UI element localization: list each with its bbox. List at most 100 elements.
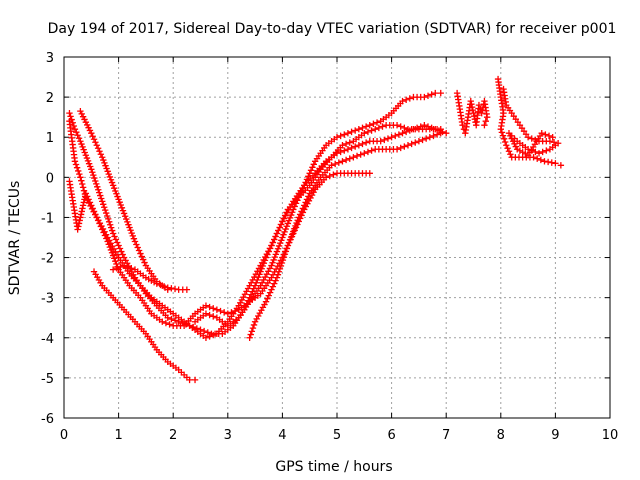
data-point	[299, 185, 307, 192]
data-point	[90, 136, 98, 143]
x-tick-label: 7	[442, 428, 450, 443]
data-point	[283, 223, 290, 230]
data-point	[281, 251, 289, 258]
data-point	[75, 220, 83, 227]
data-point	[373, 119, 381, 126]
data-point	[90, 208, 98, 215]
data-point	[322, 174, 330, 181]
data-point	[284, 242, 292, 249]
data-point	[109, 252, 117, 259]
data-point	[120, 262, 128, 269]
data-point	[426, 134, 434, 141]
data-point	[469, 106, 477, 114]
data-point	[357, 151, 364, 158]
data-point	[113, 190, 120, 197]
data-point	[107, 176, 115, 183]
data-point	[268, 242, 275, 249]
data-point	[129, 232, 136, 240]
data-point	[421, 93, 428, 101]
data-point	[168, 285, 175, 292]
y-tick-label: -5	[41, 372, 54, 387]
data-point	[285, 239, 293, 246]
data-point	[94, 145, 102, 152]
data-point	[419, 136, 426, 144]
data-point	[74, 167, 82, 175]
data-point	[375, 124, 383, 132]
y-tick-label: -4	[41, 332, 54, 347]
data-point	[78, 177, 85, 184]
data-point	[97, 192, 104, 199]
data-point	[135, 247, 143, 254]
y-tick-label: 0	[46, 171, 54, 186]
data-point	[335, 159, 343, 166]
data-point	[306, 170, 313, 177]
data-point	[293, 219, 300, 227]
data-point	[265, 292, 272, 299]
data-point	[274, 245, 282, 252]
data-point	[130, 235, 138, 242]
data-point	[377, 138, 384, 145]
data-point	[213, 306, 221, 313]
data-point	[272, 277, 279, 284]
data-point	[116, 245, 124, 252]
data-point	[93, 214, 100, 221]
x-tick-label: 1	[114, 428, 122, 443]
data-point	[89, 205, 96, 212]
data-point	[119, 207, 127, 214]
data-point	[402, 128, 410, 136]
data-point	[101, 206, 109, 214]
data-point	[112, 236, 120, 243]
data-point	[94, 183, 101, 191]
data-point	[101, 232, 109, 239]
data-point	[370, 120, 377, 128]
data-point	[217, 307, 224, 315]
data-point	[291, 225, 298, 232]
data-point	[278, 237, 285, 244]
data-point	[79, 184, 87, 191]
data-point	[119, 251, 126, 258]
data-point	[262, 298, 270, 305]
data-point	[91, 174, 98, 182]
data-point	[287, 211, 295, 219]
data-point	[204, 329, 211, 336]
data-point	[289, 231, 296, 238]
data-point	[432, 89, 439, 97]
data-point	[106, 243, 114, 251]
data-point	[401, 124, 408, 132]
data-point	[171, 285, 179, 293]
data-point	[303, 196, 311, 203]
data-point	[524, 134, 532, 141]
data-point	[276, 224, 283, 231]
data-point	[294, 197, 301, 204]
data-point	[302, 179, 309, 186]
data-point	[104, 238, 111, 245]
data-point	[286, 236, 294, 244]
data-point	[341, 147, 348, 154]
data-point	[309, 164, 316, 171]
data-point	[104, 215, 112, 223]
data-point	[292, 200, 300, 207]
data-point	[280, 253, 288, 261]
data-point	[126, 224, 133, 231]
y-tick-label: 1	[46, 131, 54, 146]
data-point	[368, 147, 375, 154]
data-point	[102, 162, 109, 169]
data-point	[344, 130, 352, 137]
data-point	[433, 131, 441, 138]
x-tick-label: 10	[602, 428, 619, 443]
data-point	[505, 148, 513, 155]
data-point	[210, 313, 217, 320]
x-tick-label: 6	[387, 428, 395, 443]
data-point	[78, 208, 85, 215]
data-point	[366, 121, 373, 129]
data-point	[406, 95, 413, 102]
data-point	[117, 263, 124, 271]
data-point	[544, 158, 552, 166]
x-tick-label: 0	[60, 428, 68, 443]
data-point	[107, 224, 115, 231]
chart-title: Day 194 of 2017, Sidereal Day-to-day VTE…	[48, 21, 617, 37]
data-point	[123, 215, 130, 223]
data-point	[200, 327, 208, 335]
data-point	[482, 117, 489, 125]
